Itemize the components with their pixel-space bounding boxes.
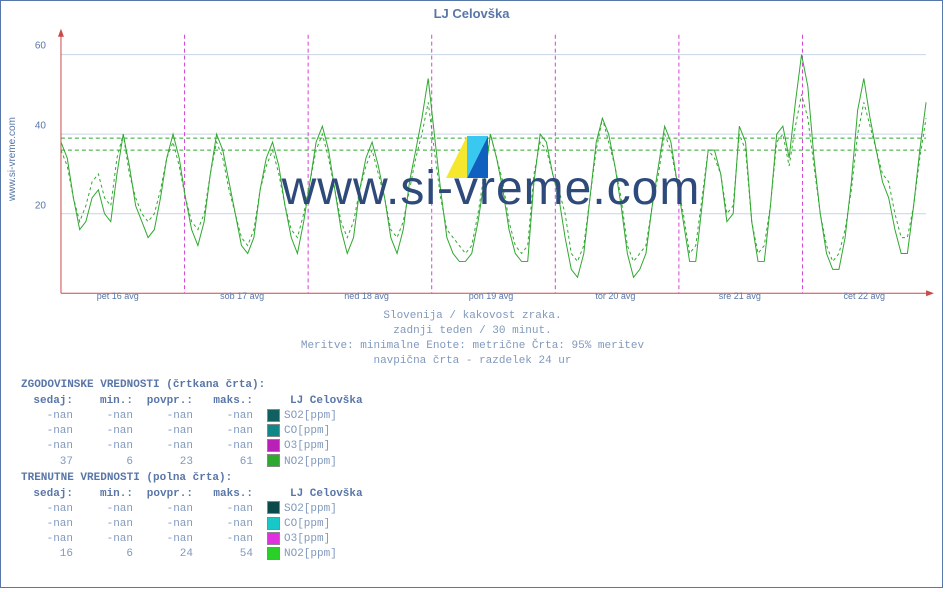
table-col-header: min.:: [81, 394, 141, 409]
table-cell: 24: [141, 547, 201, 562]
table-cell: -nan: [201, 501, 261, 516]
table-col-header: sedaj:: [21, 394, 81, 409]
hist-table-title: ZGODOVINSKE VREDNOSTI (črtkana črta):: [21, 377, 371, 394]
table-cell: -nan: [141, 424, 201, 439]
table-cell: 23: [141, 454, 201, 469]
table-station-header: LJ Celovška: [284, 394, 371, 409]
curr-table: sedaj:min.:povpr.:maks.: LJ Celovška -nan…: [21, 487, 371, 563]
color-swatch-icon: [267, 547, 280, 560]
table-cell: -nan: [21, 409, 81, 424]
swatch-cell: [261, 517, 284, 532]
table-col-header: povpr.:: [141, 487, 201, 502]
caption-block: Slovenija / kakovost zraka. zadnji teden…: [1, 309, 944, 368]
table-cell: -nan: [81, 517, 141, 532]
color-swatch-icon: [267, 517, 280, 530]
table-col-header: maks.:: [201, 487, 261, 502]
x-tick-label: sre 21 avg: [719, 291, 761, 301]
table-row: -nan-nan-nan-nanSO2[ppm]: [21, 501, 371, 516]
chart-title: LJ Celovška: [1, 1, 942, 21]
table-cell: -nan: [81, 424, 141, 439]
table-cell: 37: [21, 454, 81, 469]
y-tick-column: 20 40 60: [1, 26, 51, 286]
y-tick-label: 40: [35, 121, 46, 132]
table-cell: -nan: [21, 517, 81, 532]
table-cell: -nan: [81, 532, 141, 547]
x-tick-label: čet 22 avg: [843, 291, 885, 301]
table-cell: -nan: [21, 532, 81, 547]
series-name: CO[ppm]: [284, 517, 371, 532]
table-station-header: LJ Celovška: [284, 487, 371, 502]
caption-line: Meritve: minimalne Enote: metrične Črta:…: [1, 339, 944, 354]
swatch-cell: [261, 424, 284, 439]
x-tick-label: ned 18 avg: [344, 291, 389, 301]
table-cell: -nan: [201, 517, 261, 532]
table-row: -nan-nan-nan-nanO3[ppm]: [21, 532, 371, 547]
y-tick-label: 60: [35, 41, 46, 52]
chart-frame: LJ Celovška www.si-vreme.com 204060 www.…: [0, 0, 943, 588]
table-col-header: maks.:: [201, 394, 261, 409]
color-swatch-icon: [267, 501, 280, 514]
x-tick-label: tor 20 avg: [595, 291, 635, 301]
table-row: 3762361 NO2[ppm]: [21, 454, 371, 469]
series-name: NO2[ppm]: [284, 454, 371, 469]
table-cell: -nan: [81, 409, 141, 424]
color-swatch-icon: [267, 532, 280, 545]
caption-line: zadnji teden / 30 minut.: [1, 324, 944, 339]
swatch-cell: [261, 532, 284, 547]
x-tick-row: pet 16 avg sob 17 avg ned 18 avg pon 19 avg…: [56, 291, 926, 305]
data-tables: ZGODOVINSKE VREDNOSTI (črtkana črta): se…: [21, 377, 371, 562]
table-col-header: min.:: [81, 487, 141, 502]
table-cell: -nan: [141, 501, 201, 516]
table-cell: -nan: [201, 532, 261, 547]
table-cell: -nan: [201, 424, 261, 439]
table-row: -nan-nan-nan-nanSO2[ppm]: [21, 409, 371, 424]
table-row: -nan-nan-nan-nanO3[ppm]: [21, 439, 371, 454]
table-cell: -nan: [141, 439, 201, 454]
table-col-header: sedaj:: [21, 487, 81, 502]
color-swatch-icon: [267, 409, 280, 422]
swatch-cell: [261, 547, 284, 562]
x-tick-label: pon 19 avg: [469, 291, 514, 301]
table-cell: -nan: [141, 409, 201, 424]
series-name: SO2[ppm]: [284, 501, 371, 516]
x-tick-label: sob 17 avg: [220, 291, 264, 301]
table-col-header: povpr.:: [141, 394, 201, 409]
table-cell: -nan: [201, 439, 261, 454]
series-name: O3[ppm]: [284, 439, 371, 454]
swatch-cell: [261, 501, 284, 516]
color-swatch-icon: [267, 454, 280, 467]
table-cell: -nan: [21, 439, 81, 454]
series-name: NO2[ppm]: [284, 547, 371, 562]
table-cell: -nan: [21, 501, 81, 516]
table-cell: -nan: [141, 517, 201, 532]
table-cell: -nan: [81, 501, 141, 516]
series-name: CO[ppm]: [284, 424, 371, 439]
series-name: O3[ppm]: [284, 532, 371, 547]
table-row: -nan-nan-nan-nanCO[ppm]: [21, 517, 371, 532]
table-cell: -nan: [201, 409, 261, 424]
swatch-cell: [261, 454, 284, 469]
swatch-cell: [261, 409, 284, 424]
swatch-cell: [261, 439, 284, 454]
curr-table-title: TRENUTNE VREDNOSTI (polna črta):: [21, 470, 371, 487]
series-name: SO2[ppm]: [284, 409, 371, 424]
color-swatch-icon: [267, 424, 280, 437]
table-row: 1662454 NO2[ppm]: [21, 547, 371, 562]
chart-plot-area: [56, 26, 926, 286]
caption-line: Slovenija / kakovost zraka.: [1, 309, 944, 324]
color-swatch-icon: [267, 439, 280, 452]
table-cell: 16: [21, 547, 81, 562]
table-cell: -nan: [81, 439, 141, 454]
caption-line: navpična črta - razdelek 24 ur: [1, 354, 944, 369]
table-cell: -nan: [21, 424, 81, 439]
y-tick-label: 20: [35, 201, 46, 212]
table-cell: 6: [81, 454, 141, 469]
table-cell: 6: [81, 547, 141, 562]
hist-table: sedaj:min.:povpr.:maks.: LJ Celovška -nan…: [21, 394, 371, 470]
table-cell: 61: [201, 454, 261, 469]
table-row: -nan-nan-nan-nanCO[ppm]: [21, 424, 371, 439]
x-tick-label: pet 16 avg: [97, 291, 139, 301]
table-cell: -nan: [141, 532, 201, 547]
table-cell: 54: [201, 547, 261, 562]
